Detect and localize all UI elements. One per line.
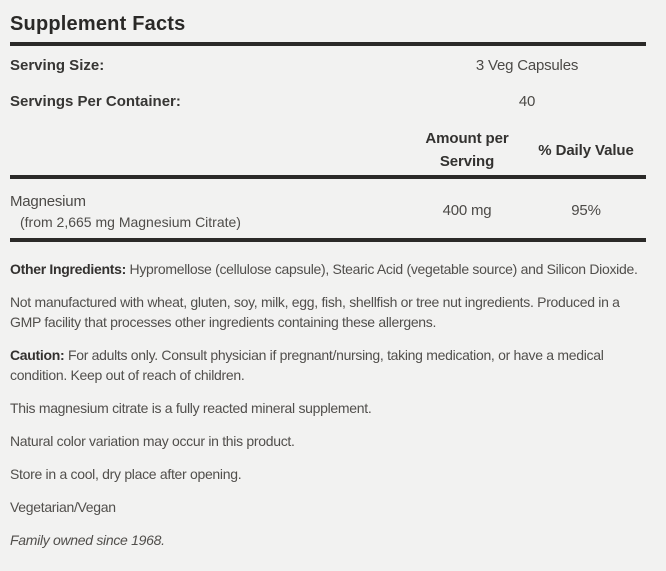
caution-text: For adults only. Consult physician if pr…: [10, 347, 604, 383]
nutrient-daily-value: 95%: [571, 201, 601, 219]
storage-statement: Store in a cool, dry place after opening…: [10, 466, 242, 482]
table-header-row: Amount per Serving % Daily Value: [10, 127, 646, 173]
supplement-facts-panel: Supplement Facts Serving Size: 3 Veg Cap…: [10, 13, 646, 548]
color-variation-statement: Natural color variation may occur in thi…: [10, 433, 295, 449]
serving-size-row: Serving Size: 3 Veg Capsules: [10, 56, 646, 76]
table-row: Magnesium (from 2,665 mg Magnesium Citra…: [10, 190, 646, 230]
nutrient-name-cell: Magnesium (from 2,665 mg Magnesium Citra…: [10, 190, 408, 230]
servings-per-container-row: Servings Per Container: 40: [10, 92, 646, 112]
allergen-statement: Not manufactured with wheat, gluten, soy…: [10, 294, 620, 330]
divider-under-table: [10, 238, 646, 242]
vegetarian-vegan-statement: Vegetarian/Vegan: [10, 499, 116, 515]
nutrient-name: Magnesium: [10, 193, 86, 210]
other-ingredients-paragraph: Other Ingredients: Hypromellose (cellulo…: [10, 259, 646, 279]
daily-value-header: % Daily Value: [538, 141, 634, 159]
caution-paragraph: Caution: For adults only. Consult physic…: [10, 345, 646, 385]
panel-title: Supplement Facts: [10, 13, 186, 35]
amount-per-serving-header: Amount per Serving: [408, 127, 526, 173]
divider-under-headers: [10, 175, 646, 179]
other-ingredients-label: Other Ingredients:: [10, 261, 126, 277]
nutrient-detail: (from 2,665 mg Magnesium Citrate): [20, 214, 241, 230]
other-ingredients-text: Hypromellose (cellulose capsule), Steari…: [125, 261, 638, 277]
serving-size-value: 3 Veg Capsules: [475, 57, 579, 74]
amount-header-line1: Amount per: [425, 130, 509, 147]
fully-reacted-statement: This magnesium citrate is a fully reacte…: [10, 400, 372, 416]
amount-header-line2: Serving: [439, 153, 495, 170]
serving-size-label: Serving Size:: [10, 57, 105, 74]
servings-per-container-label: Servings Per Container:: [10, 93, 181, 110]
nutrient-amount: 400 mg: [442, 201, 492, 219]
family-owned-statement: Family owned since 1968.: [10, 532, 165, 548]
servings-per-container-value: 40: [518, 93, 536, 110]
caution-label: Caution:: [10, 347, 65, 363]
divider-under-title: [10, 42, 646, 46]
